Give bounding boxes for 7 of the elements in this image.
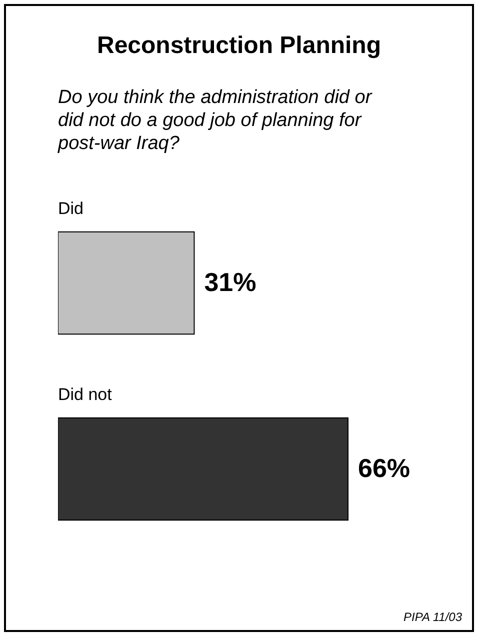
y-tick-label: Did [58, 198, 84, 218]
data-label: 31% [204, 266, 256, 297]
text: PIPA 11/03 [404, 610, 462, 624]
y-tick-label: Did not [58, 384, 112, 404]
chart-title: Reconstruction Planning [96, 32, 382, 60]
chart-subtitle: Do you think the administration did or did not do a good job of planning for post-war Iraq? [58, 86, 374, 155]
data-label: 66% [358, 453, 410, 484]
